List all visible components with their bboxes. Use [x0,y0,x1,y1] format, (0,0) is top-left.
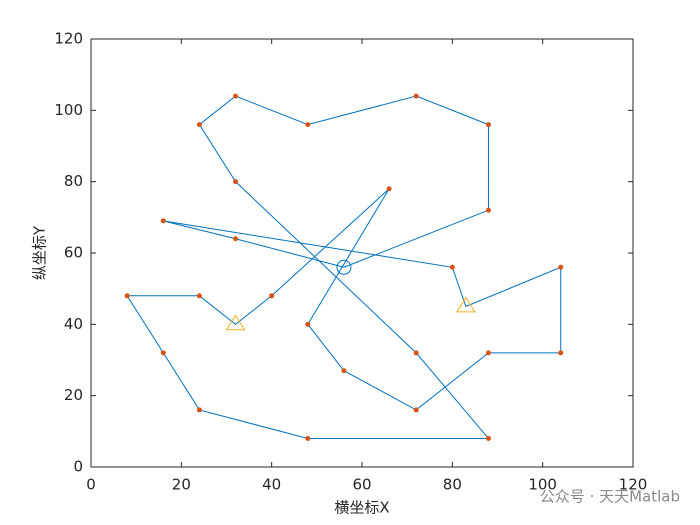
x-tick-label: 120 [619,476,648,494]
customer-point [485,122,491,128]
x-tick-label: 40 [262,476,281,494]
y-tick-label: 100 [54,101,83,119]
customer-point [196,122,202,128]
y-axis-label: 纵坐标Y [31,225,49,280]
customer-point [233,236,239,242]
customer-point [305,321,311,327]
customer-point [233,93,239,99]
station-marker [225,314,246,331]
customer-point [558,350,564,356]
customer-point [413,350,419,356]
customer-point [196,293,202,299]
customer-point [341,368,347,374]
customer-point [485,207,491,213]
y-tick-label: 40 [64,315,83,333]
x-tick-label: 100 [528,476,557,494]
customer-point [413,407,419,413]
customer-point [160,218,166,224]
customer-point [386,186,392,192]
watermark: 公众号 · 天天Matlab [540,488,680,506]
customer-point [485,435,491,441]
x-tick-label: 0 [86,476,96,494]
customer-point [558,264,564,270]
customer-point [269,293,275,299]
customer-point [124,293,130,299]
customer-point [196,407,202,413]
y-tick-label: 0 [73,458,83,476]
x-tick-label: 80 [443,476,462,494]
customer-point [449,264,455,270]
customer-point [413,93,419,99]
customer-point [305,435,311,441]
customer-point [485,350,491,356]
depot-marker [336,259,352,275]
x-tick-label: 60 [352,476,371,494]
y-tick-label: 60 [64,244,83,262]
y-tick-label: 80 [64,172,83,190]
y-tick-label: 120 [54,30,83,48]
x-axis-label: 横坐标X [334,499,389,517]
customer-point [233,179,239,185]
customer-point [305,122,311,128]
station-marker [455,296,476,313]
x-tick-label: 20 [172,476,191,494]
y-tick-label: 20 [64,386,83,404]
customer-point [160,350,166,356]
